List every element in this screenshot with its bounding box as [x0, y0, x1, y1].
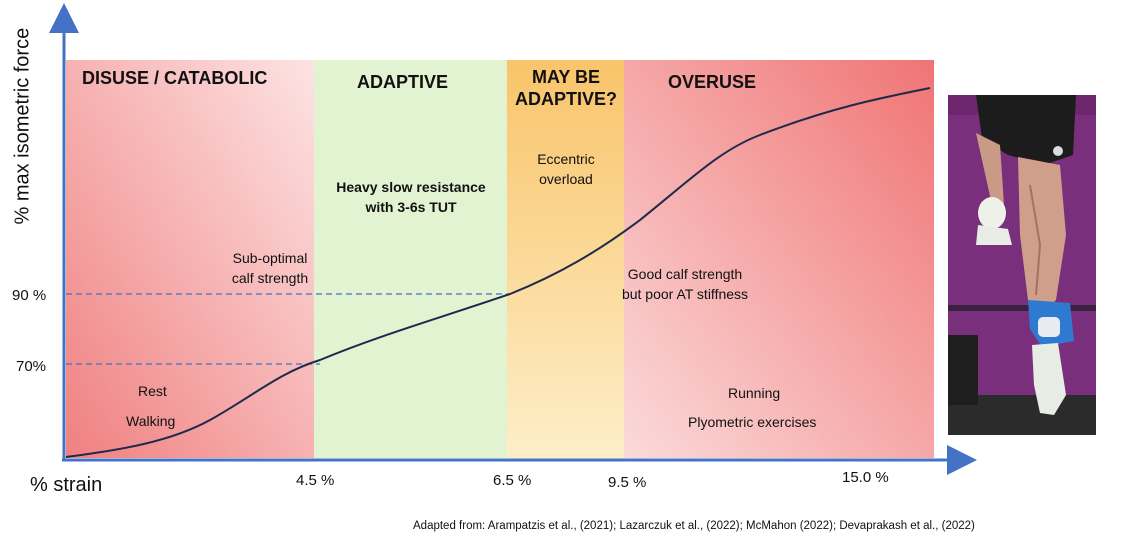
y-tick-70: 70% — [16, 358, 47, 375]
y-tick-90: 90 % — [12, 287, 47, 304]
note-rest: Rest — [138, 383, 167, 399]
note-walking: Walking — [126, 413, 176, 429]
x-tick-15: 15.0 % — [842, 469, 889, 486]
zone-disuse-bg — [66, 60, 314, 458]
zone-overuse-bg — [624, 60, 934, 458]
calf-photo — [948, 95, 1096, 435]
x-tick-4-5: 4.5 % — [296, 472, 335, 489]
y-axis-label: % max isometric force — [11, 27, 34, 225]
note-heavy-slow: Heavy slow resistance with 3-6s TUT — [336, 179, 486, 215]
x-axis-label: % strain — [30, 474, 103, 496]
zone-may-bg — [507, 60, 624, 458]
zone-title-disuse: DISUSE / CATABOLIC — [82, 68, 268, 88]
zone-title-overuse: OVERUSE — [668, 72, 757, 92]
note-plyometric: Plyometric exercises — [688, 414, 817, 430]
note-good-calf: Good calf strength but poor AT stiffness — [621, 266, 749, 302]
x-tick-6-5: 6.5 % — [493, 472, 532, 489]
zone-adaptive-bg — [314, 60, 507, 458]
note-sub-optimal: Sub-optimal calf strength — [231, 250, 309, 286]
note-eccentric: Eccentric overload — [537, 151, 595, 187]
zone-title-may-be-adaptive: MAY BE ADAPTIVE? — [514, 67, 617, 109]
force-strain-curve — [65, 87, 931, 458]
citation: Adapted from: Arampatzis et al., (2021);… — [413, 520, 975, 532]
x-tick-9-5: 9.5 % — [608, 474, 647, 491]
note-running: Running — [728, 385, 781, 401]
zone-title-adaptive: ADAPTIVE — [357, 72, 449, 92]
